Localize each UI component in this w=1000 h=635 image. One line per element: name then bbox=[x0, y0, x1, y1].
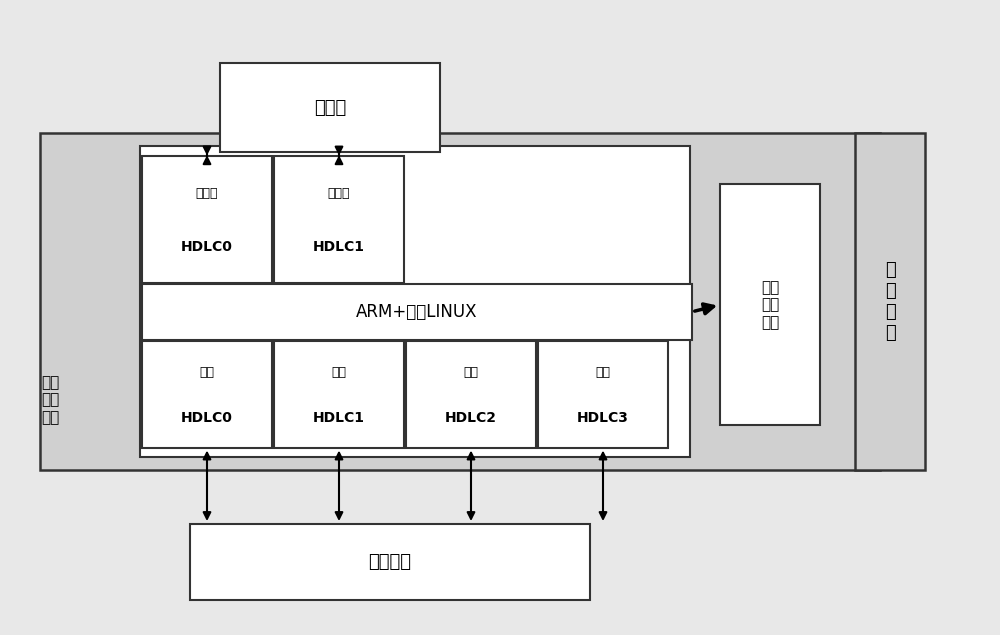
Bar bbox=[220, 64, 440, 152]
Text: HDLC1: HDLC1 bbox=[313, 411, 365, 425]
Bar bbox=[142, 156, 272, 283]
Text: 站控层: 站控层 bbox=[328, 187, 350, 200]
Text: 二级
存储
模块: 二级 存储 模块 bbox=[761, 280, 779, 330]
Text: ARM+实时LINUX: ARM+实时LINUX bbox=[356, 303, 478, 321]
Text: HDLC1: HDLC1 bbox=[313, 240, 365, 254]
Bar bbox=[40, 133, 880, 470]
Bar bbox=[140, 146, 690, 457]
Bar bbox=[720, 184, 820, 425]
Text: 站控层: 站控层 bbox=[314, 99, 346, 117]
Bar bbox=[855, 133, 925, 470]
Text: 采集单元: 采集单元 bbox=[368, 553, 412, 571]
Bar bbox=[142, 284, 692, 340]
Text: 前端: 前端 bbox=[464, 366, 479, 380]
Text: 逻辑
处理
模块: 逻辑 处理 模块 bbox=[41, 375, 59, 425]
Text: 前端: 前端 bbox=[596, 366, 610, 380]
Bar bbox=[538, 341, 668, 448]
Bar bbox=[190, 524, 590, 600]
Text: HDLC3: HDLC3 bbox=[577, 411, 629, 425]
Bar bbox=[142, 341, 272, 448]
Text: HDLC0: HDLC0 bbox=[181, 411, 233, 425]
Text: 管
理
单
元: 管 理 单 元 bbox=[885, 262, 895, 342]
Text: HDLC0: HDLC0 bbox=[181, 240, 233, 254]
Text: 站控层: 站控层 bbox=[196, 187, 218, 200]
Bar bbox=[274, 156, 404, 283]
Bar bbox=[274, 341, 404, 448]
Bar bbox=[406, 341, 536, 448]
Text: HDLC2: HDLC2 bbox=[445, 411, 497, 425]
Text: 前端: 前端 bbox=[332, 366, 347, 380]
Text: 前端: 前端 bbox=[200, 366, 214, 380]
